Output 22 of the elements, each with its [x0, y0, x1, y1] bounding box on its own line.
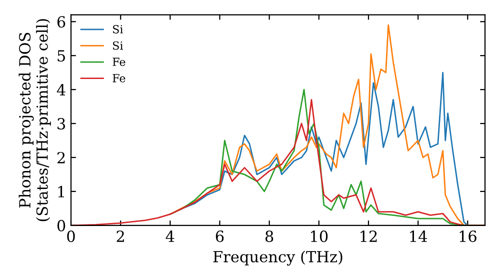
y-tick-label: 1 [58, 186, 64, 198]
x-tick-label: 4 [166, 230, 174, 242]
x-tick-label: 8 [265, 230, 274, 242]
x-tick-label: 14 [410, 230, 428, 242]
x-tick-label: 6 [216, 230, 224, 242]
y-tick-label: 2 [57, 152, 65, 164]
x-tick-label: 16 [460, 230, 476, 242]
y-tick-label: 5 [58, 50, 65, 62]
legend-label: Si [113, 25, 124, 34]
x-tick-label: 10 [311, 230, 328, 242]
legend-label: Si [113, 41, 124, 50]
y-tick-label: 4 [56, 84, 66, 96]
y-tick-label: 3 [58, 118, 66, 130]
x-axis-title: Frequency (THz) [213, 250, 342, 266]
y-axis-title: Phonon projected DOS (States/THz·primitive cell) [18, 19, 51, 222]
x-tick-label: 12 [360, 230, 377, 242]
x-tick-label: 0 [67, 230, 75, 242]
y-tick-label: 6 [57, 16, 66, 28]
y-tick-label: 0 [57, 220, 66, 232]
legend-label: Fe [112, 74, 126, 82]
x-tick-label: 2 [116, 230, 124, 242]
legend-label: Fe [112, 58, 126, 66]
